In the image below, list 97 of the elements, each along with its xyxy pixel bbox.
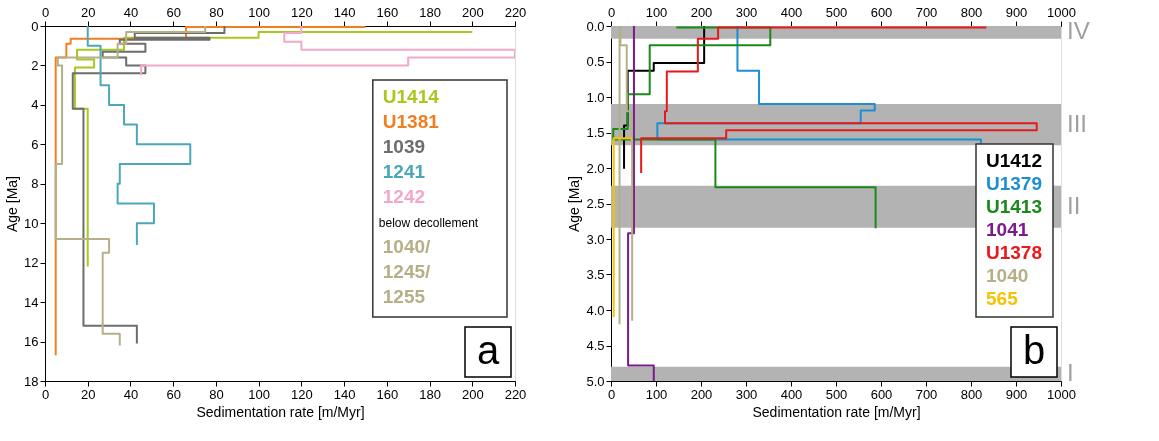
line-series: [618, 26, 634, 326]
text: 1242: [382, 186, 426, 207]
annotation: b: [1022, 328, 1046, 372]
x-tick-label: 900: [1005, 386, 1028, 402]
y-tick-label: 4: [31, 97, 39, 113]
text: 1041: [986, 219, 1029, 240]
x-tick-label: 220: [504, 386, 527, 402]
band-label: I: [1067, 358, 1074, 386]
y-tick-label: 18: [24, 373, 39, 389]
y-tick-label: 0.0: [586, 18, 605, 34]
band-label: II: [1067, 191, 1081, 219]
line-series: [627, 26, 655, 381]
x2-tick-label: 180: [419, 4, 441, 20]
x-tick-label: 100: [645, 386, 668, 402]
y-tick-label: 3.0: [586, 231, 605, 247]
y-tick-label: 8: [31, 176, 39, 192]
y-tick-label: 6: [31, 136, 39, 152]
x-tick-label: 200: [690, 386, 713, 402]
line-series: [86, 26, 192, 246]
y-tick-label: 14: [24, 294, 39, 310]
annotation: a: [476, 328, 500, 372]
text: 1241: [382, 161, 426, 182]
line-series: [140, 26, 515, 77]
text: U1413: [986, 196, 1042, 217]
y-tick-label: 2.5: [586, 196, 605, 211]
x-tick-label: 60: [166, 386, 181, 402]
y-tick-label: 4.0: [586, 302, 605, 318]
x2-tick-label: 60: [166, 4, 181, 20]
x2-tick-label: 40: [123, 4, 139, 20]
text: 1039: [382, 136, 426, 157]
x2-tick-label: 900: [1005, 4, 1028, 20]
y-axis-title: Age [Ma]: [4, 175, 21, 233]
text: U1381: [382, 111, 440, 132]
y-tick-label: 2.0: [586, 160, 605, 176]
y-tick-label: 1.5: [586, 125, 605, 140]
y-tick-label: 4.5: [586, 338, 605, 353]
x2-tick-label: 120: [291, 4, 313, 20]
x2-tick-label: 160: [376, 4, 399, 20]
x2-tick-label: 700: [915, 4, 938, 20]
x-tick-label: 500: [825, 386, 848, 402]
x-axis-title: Sedimentation rate [m/Myr]: [752, 403, 921, 420]
x-tick-label: 800: [960, 386, 983, 402]
x-tick-label: 140: [333, 386, 356, 402]
y-tick-label: 16: [24, 334, 39, 350]
x2-tick-label: 500: [825, 4, 848, 20]
y-tick-label: 12: [24, 255, 39, 271]
series-label: U1379: [986, 173, 1042, 194]
x2-tick-label: 200: [461, 4, 484, 20]
x-tick-label: 40: [123, 386, 139, 402]
x-tick-label: 600: [870, 386, 893, 402]
x2-tick-label: 220: [504, 4, 527, 20]
x-tick-label: 400: [780, 386, 803, 402]
x-tick-label: 700: [915, 386, 938, 402]
text: 565: [986, 288, 1019, 309]
x2-tick-label: 300: [735, 4, 758, 20]
x-tick-label: 200: [461, 386, 484, 402]
band-label: III: [1067, 109, 1088, 137]
x2-tick-label: 140: [333, 4, 356, 20]
x-tick-label: 160: [376, 386, 399, 402]
y-tick-label: 10: [24, 215, 39, 231]
text: U1414: [382, 86, 440, 107]
y-tick-label: 2: [31, 57, 39, 73]
band-label: IV: [1067, 17, 1090, 45]
x2-tick-label: 400: [780, 4, 803, 20]
x2-tick-label: 1000: [1047, 4, 1076, 20]
x2-tick-label: 80: [209, 4, 224, 20]
x2-tick-label: 200: [690, 4, 713, 20]
x-axis-title: Sedimentation rate [m/Myr]: [196, 403, 365, 420]
x-tick-label: 300: [735, 386, 758, 402]
x-tick-label: 0: [607, 386, 616, 402]
text: 1040: [986, 265, 1029, 286]
text: 1040/ 1245/ 1255: [382, 236, 432, 307]
text: U1412: [986, 150, 1042, 171]
annotation: below decollement: [378, 216, 479, 230]
x2-tick-label: 600: [870, 4, 893, 20]
y-axis-title: Age [Ma]: [566, 175, 583, 233]
x-tick-label: 180: [419, 386, 441, 402]
x-tick-label: 80: [209, 386, 224, 402]
line-series: [71, 26, 226, 345]
x-tick-label: 120: [291, 386, 313, 402]
x-tick-label: 1000: [1047, 386, 1076, 402]
text: U1378: [986, 242, 1042, 263]
y-tick-label: 0.5: [586, 54, 605, 69]
x2-tick-label: 0: [607, 4, 616, 20]
x-tick-label: 100: [248, 386, 270, 402]
y-tick-label: 5.0: [586, 373, 605, 389]
x2-tick-label: 20: [80, 4, 96, 20]
x-tick-label: 20: [80, 386, 96, 402]
x2-tick-label: 100: [248, 4, 270, 20]
y-tick-label: 0: [31, 18, 39, 34]
y-tick-label: 1.0: [586, 89, 605, 105]
y-tick-label: 3.5: [586, 267, 605, 282]
x2-tick-label: 800: [960, 4, 983, 20]
x2-tick-label: 100: [645, 4, 668, 20]
line-series: [54, 26, 207, 347]
x2-tick-label: 0: [41, 4, 50, 20]
x-tick-label: 0: [41, 386, 50, 402]
